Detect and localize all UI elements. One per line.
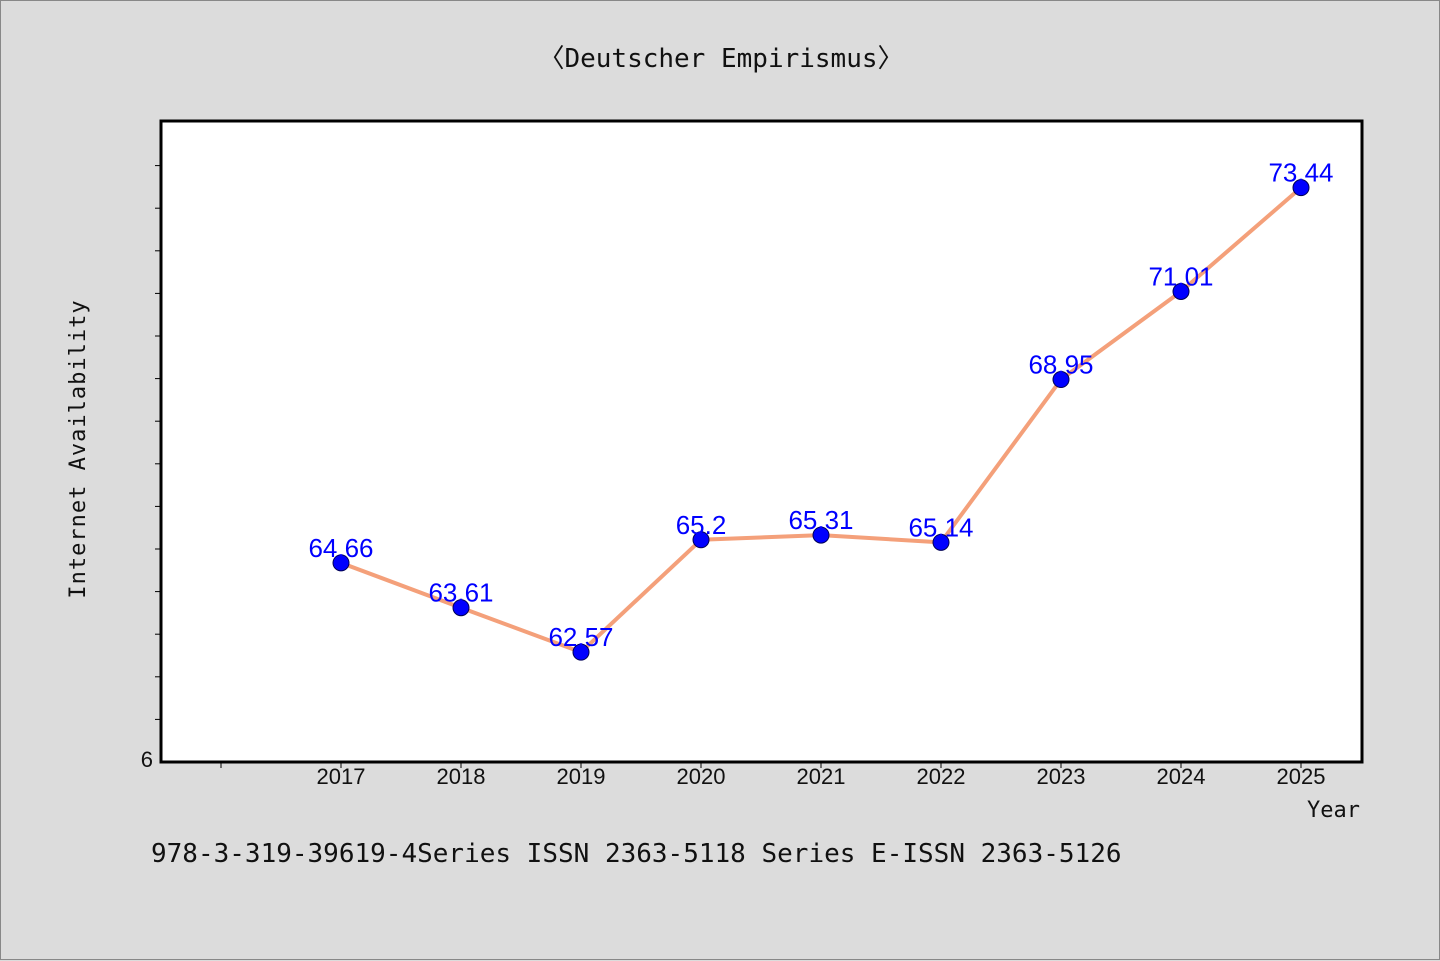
y-axis-ticks: [155, 165, 161, 720]
x-axis-label: Year: [1307, 798, 1360, 823]
x-tick-label-2020: 2020: [677, 764, 726, 789]
data-label-2024: 71.01: [1148, 262, 1213, 292]
data-label-2022: 65.14: [908, 512, 973, 542]
data-series: 64.66 63.61 62.57 65.2 65.31 65.14 68.95 71.01 7…: [308, 158, 1334, 661]
data-label-2018: 63.61: [428, 578, 493, 608]
data-label-2020: 65.2: [676, 510, 727, 540]
y-tick-label: 6: [141, 747, 153, 772]
data-label-2023: 68.95: [1028, 350, 1093, 380]
chart-title: 〈Deutscher Empirismus〉: [538, 44, 903, 74]
data-label-2021: 65.31: [788, 505, 853, 535]
data-point-2021: [812, 526, 830, 544]
x-tick-label-2022: 2022: [917, 764, 966, 789]
data-point-2019: [572, 643, 590, 661]
x-tick-label-2018: 2018: [437, 764, 486, 789]
plot-area: [159, 119, 1364, 764]
x-axis-tick-labels: 2017 2018 2019 2020 2021 2022 2023 2024 2025: [317, 764, 1326, 789]
data-label-2019: 62.57: [548, 622, 613, 652]
x-tick-label-2021: 2021: [797, 764, 846, 789]
data-point-2018: [452, 599, 470, 617]
y-axis-label: Internet Availability: [66, 299, 91, 598]
data-label-2017: 64.66: [308, 533, 373, 563]
isbn-caption: 978-3-319-39619-4Series ISSN 2363-5118 S…: [151, 839, 1122, 869]
data-point-2022: [932, 533, 950, 551]
data-point-2024: [1172, 283, 1190, 301]
data-point-2020: [692, 531, 710, 549]
data-point-2017: [332, 554, 350, 572]
x-tick-label-2019: 2019: [557, 764, 606, 789]
x-tick-label-2024: 2024: [1157, 764, 1206, 789]
x-axis-ticks: [220, 762, 1302, 768]
data-label-2025: 73.44: [1268, 158, 1333, 188]
x-tick-label-2023: 2023: [1037, 764, 1086, 789]
x-tick-label-2025: 2025: [1277, 764, 1326, 789]
x-tick-label-2017: 2017: [317, 764, 366, 789]
data-point-2023: [1052, 371, 1070, 389]
data-point-2025: [1292, 179, 1310, 197]
